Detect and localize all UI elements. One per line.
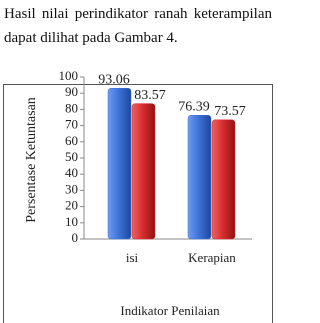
value-label: 93.06 <box>98 72 130 87</box>
bar <box>211 119 236 240</box>
x-tick-label: Kerapian <box>188 250 236 265</box>
chart: Persentase Ketuntasan Indikator Penilaia… <box>3 68 273 323</box>
x-axis-label: Indikator Penilaian <box>120 303 220 318</box>
y-axis-label: Persentase Ketuntasan <box>24 97 39 223</box>
y-tick-label: 50 <box>65 149 78 164</box>
y-tick-label: 70 <box>65 117 78 132</box>
y-tick-label: 20 <box>65 198 78 213</box>
y-tick-label: 100 <box>59 68 79 83</box>
bar <box>107 87 132 240</box>
bar <box>131 103 156 240</box>
y-tick-label: 60 <box>65 133 78 148</box>
y-tick-label: 80 <box>65 100 78 115</box>
y-tick-label: 40 <box>65 165 78 180</box>
value-label: 76.39 <box>178 99 210 114</box>
chart-frame <box>3 84 273 323</box>
y-tick-label: 0 <box>72 230 79 245</box>
page: Hasil nilai perindikator ranah keterampi… <box>3 6 273 323</box>
y-tick-label: 90 <box>65 84 78 99</box>
value-label: 83.57 <box>134 88 166 103</box>
x-tick-label: isi <box>126 250 139 265</box>
value-label: 73.57 <box>214 104 246 119</box>
bar <box>187 114 212 240</box>
y-tick-label: 30 <box>65 181 78 196</box>
y-tick-label: 10 <box>65 214 78 229</box>
paragraph: Hasil nilai perindikator ranah keterampi… <box>4 6 272 46</box>
